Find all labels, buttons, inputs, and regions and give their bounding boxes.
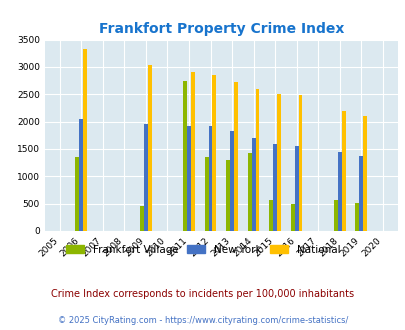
Bar xyxy=(190,72,194,231)
Bar xyxy=(187,126,190,231)
Bar xyxy=(337,152,341,231)
Bar xyxy=(230,131,233,231)
Bar xyxy=(183,81,187,231)
Bar xyxy=(212,75,216,231)
Bar xyxy=(247,153,251,231)
Bar xyxy=(333,200,337,231)
Bar xyxy=(83,49,87,231)
Bar xyxy=(147,65,151,231)
Bar xyxy=(354,203,358,231)
Title: Frankfort Property Crime Index: Frankfort Property Crime Index xyxy=(98,22,343,36)
Legend: Frankfort Village, New York, National: Frankfort Village, New York, National xyxy=(61,241,344,259)
Bar xyxy=(204,157,208,231)
Bar xyxy=(233,82,237,231)
Bar xyxy=(251,138,255,231)
Bar xyxy=(362,116,366,231)
Bar xyxy=(298,95,302,231)
Bar xyxy=(144,124,147,231)
Bar xyxy=(255,89,259,231)
Bar xyxy=(226,160,230,231)
Bar xyxy=(290,204,294,231)
Bar xyxy=(75,157,79,231)
Bar xyxy=(79,119,83,231)
Bar xyxy=(294,146,298,231)
Text: Crime Index corresponds to incidents per 100,000 inhabitants: Crime Index corresponds to incidents per… xyxy=(51,289,354,299)
Bar xyxy=(208,126,212,231)
Bar xyxy=(276,94,280,231)
Bar xyxy=(341,111,345,231)
Bar xyxy=(358,156,362,231)
Bar xyxy=(269,200,273,231)
Text: © 2025 CityRating.com - https://www.cityrating.com/crime-statistics/: © 2025 CityRating.com - https://www.city… xyxy=(58,316,347,325)
Bar xyxy=(273,144,276,231)
Bar xyxy=(140,206,144,231)
